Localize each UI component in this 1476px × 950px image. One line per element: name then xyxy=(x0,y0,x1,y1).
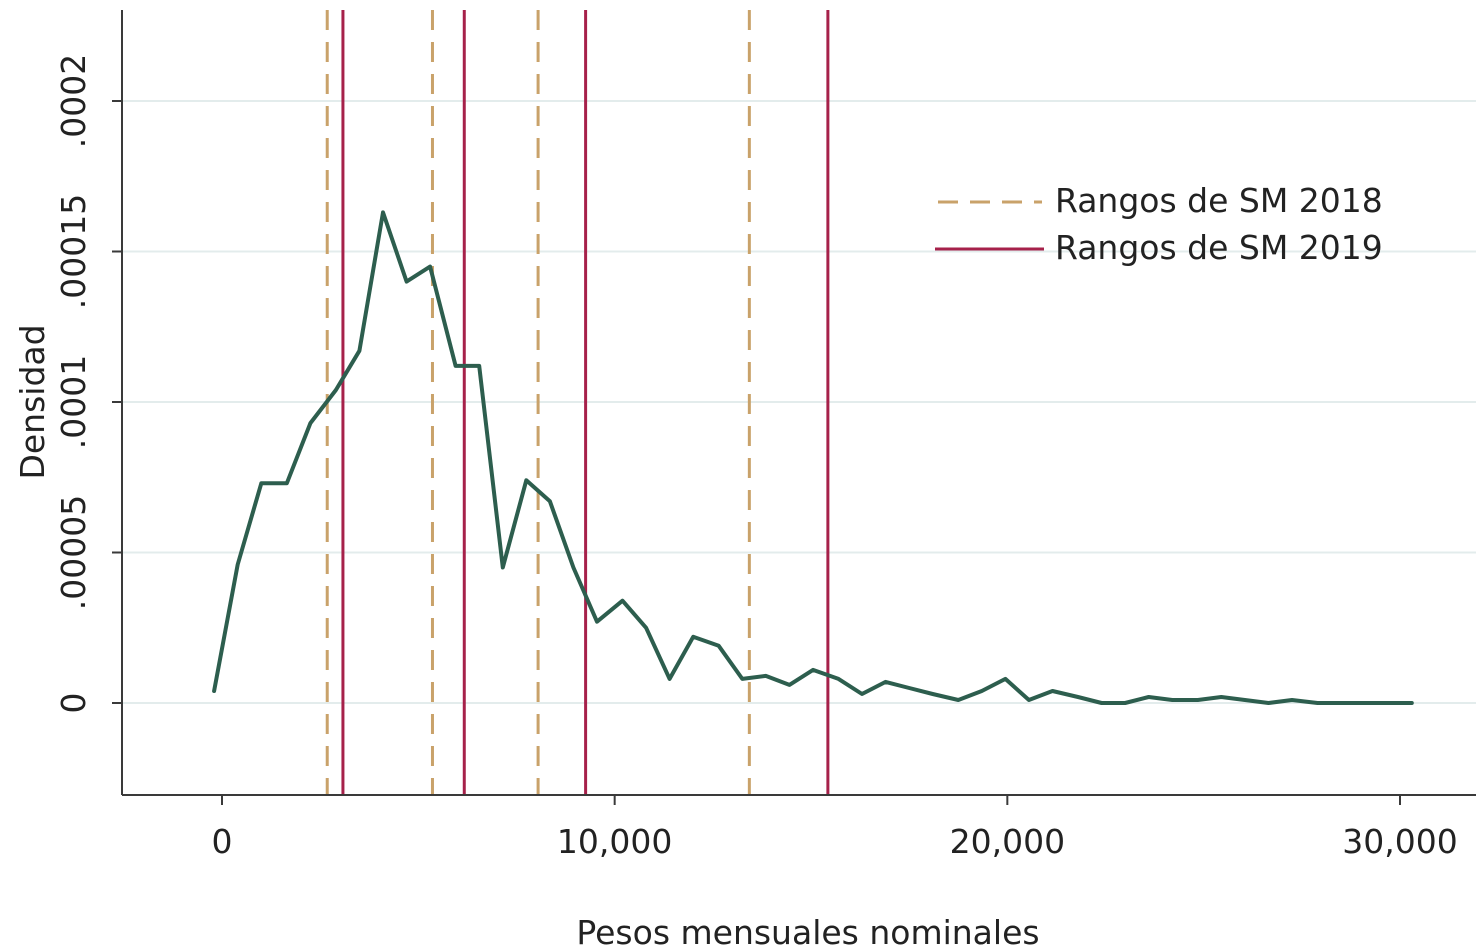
y-axis-title: Densidad xyxy=(13,324,52,479)
legend-label-2018: Rangos de SM 2018 xyxy=(1055,181,1383,220)
x-tick-label-1: 10,000 xyxy=(557,822,672,861)
density-line xyxy=(212,210,1414,705)
density-series xyxy=(212,210,1414,705)
y-tick-label-2: .0001 xyxy=(54,355,93,449)
y-tick-label-0: 0 xyxy=(54,693,93,714)
x-axis-ticks: 0 10,000 20,000 30,000 xyxy=(212,795,1458,861)
gridlines xyxy=(122,100,1476,704)
y-axis-ticks: 0 .00005 .0001 .00015 .0002 xyxy=(54,54,122,714)
legend-label-2019: Rangos de SM 2019 xyxy=(1055,228,1383,267)
y-tick-label-1: .00005 xyxy=(54,495,93,610)
y-tick-label-4: .0002 xyxy=(54,54,93,148)
x-tick-label-3: 30,000 xyxy=(1342,822,1457,861)
legend: Rangos de SM 2018 Rangos de SM 2019 xyxy=(935,181,1383,267)
x-tick-label-2: 20,000 xyxy=(950,822,1065,861)
y-tick-label-3: .00015 xyxy=(54,194,93,309)
x-tick-label-0: 0 xyxy=(212,822,233,861)
x-axis-title: Pesos mensuales nominales xyxy=(576,913,1039,950)
